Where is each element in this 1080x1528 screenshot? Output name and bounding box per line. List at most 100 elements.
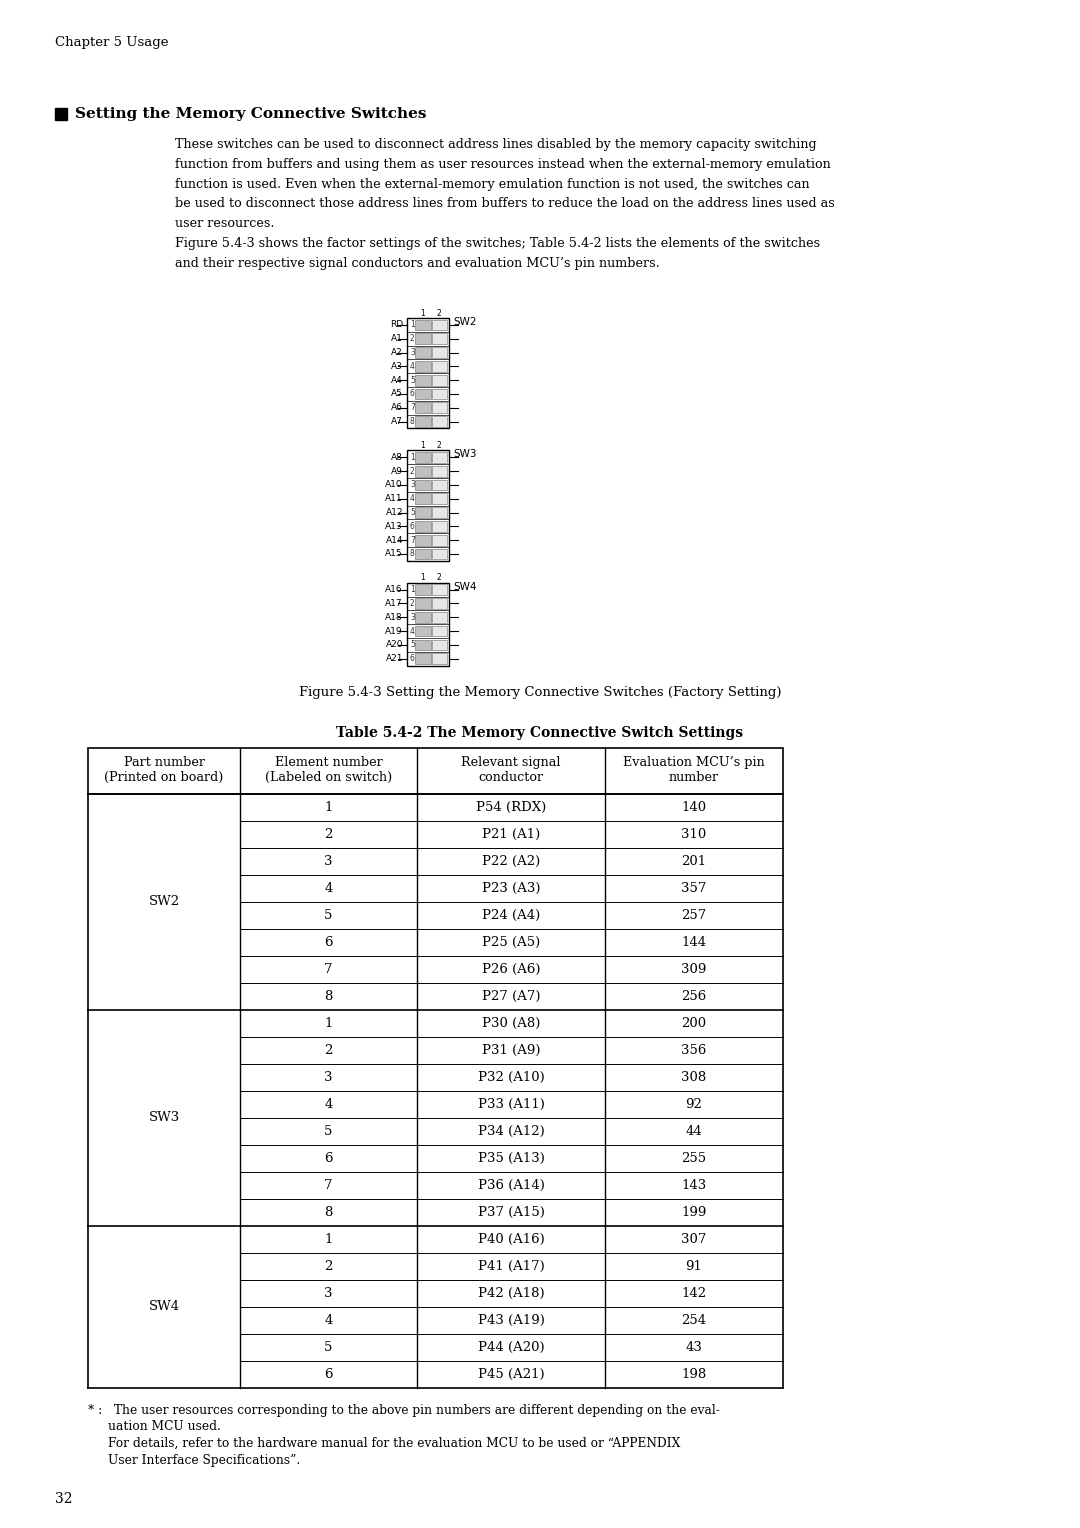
Text: A16: A16 — [386, 585, 403, 594]
Text: 44: 44 — [686, 1125, 702, 1138]
Text: User Interface Specifications”.: User Interface Specifications”. — [108, 1453, 300, 1467]
Bar — [432, 388, 447, 399]
Text: P45 (A21): P45 (A21) — [477, 1368, 544, 1381]
Text: 3: 3 — [410, 480, 415, 489]
Bar — [407, 582, 449, 666]
Text: 5: 5 — [324, 1340, 333, 1354]
Text: number: number — [669, 770, 719, 784]
Text: 357: 357 — [681, 882, 706, 894]
Text: 255: 255 — [681, 1152, 706, 1164]
Bar — [87, 747, 783, 793]
Text: 201: 201 — [681, 854, 706, 868]
Bar — [415, 347, 431, 358]
Text: SW2: SW2 — [453, 316, 476, 327]
Text: P42 (A18): P42 (A18) — [477, 1287, 544, 1300]
Text: 91: 91 — [686, 1259, 702, 1273]
Bar — [415, 549, 431, 559]
Text: (Labeled on switch): (Labeled on switch) — [265, 770, 392, 784]
Text: 3: 3 — [324, 1287, 333, 1300]
Text: 254: 254 — [681, 1314, 706, 1326]
Text: 6: 6 — [410, 521, 415, 530]
Text: P32 (A10): P32 (A10) — [477, 1071, 544, 1083]
Text: be used to disconnect those address lines from buffers to reduce the load on the: be used to disconnect those address line… — [175, 197, 835, 211]
Text: A14: A14 — [386, 536, 403, 544]
Text: 1: 1 — [324, 801, 333, 813]
Text: 7: 7 — [324, 963, 333, 975]
Text: Evaluation MCU’s pin: Evaluation MCU’s pin — [623, 756, 765, 769]
Text: 43: 43 — [686, 1340, 702, 1354]
Text: 199: 199 — [681, 1206, 706, 1219]
Text: P33 (A11): P33 (A11) — [477, 1097, 544, 1111]
Text: These switches can be used to disconnect address lines disabled by the memory ca: These switches can be used to disconnect… — [175, 138, 816, 151]
Text: A21: A21 — [386, 654, 403, 663]
Text: Figure 5.4-3 Setting the Memory Connective Switches (Factory Setting): Figure 5.4-3 Setting the Memory Connecti… — [299, 686, 781, 698]
Text: 6: 6 — [324, 935, 333, 949]
Text: 6: 6 — [324, 1368, 333, 1381]
Text: 4: 4 — [410, 626, 415, 636]
Text: P21 (A1): P21 (A1) — [482, 828, 540, 840]
Bar — [415, 361, 431, 371]
Text: Element number: Element number — [274, 756, 382, 769]
Text: conductor: conductor — [478, 770, 543, 784]
Text: 198: 198 — [681, 1368, 706, 1381]
Text: 309: 309 — [681, 963, 706, 975]
Text: 2: 2 — [324, 1044, 333, 1056]
Text: Figure 5.4-3 shows the factor settings of the switches; Table 5.4-2 lists the el: Figure 5.4-3 shows the factor settings o… — [175, 237, 820, 251]
Bar — [432, 319, 447, 330]
Text: 5: 5 — [410, 640, 415, 649]
Bar — [87, 793, 783, 1010]
Text: 6: 6 — [410, 390, 415, 399]
Bar — [415, 654, 431, 665]
Text: 7: 7 — [410, 403, 415, 413]
Text: 6: 6 — [324, 1152, 333, 1164]
Bar — [415, 388, 431, 399]
Text: 8: 8 — [410, 417, 415, 426]
Bar — [432, 597, 447, 608]
Text: P41 (A17): P41 (A17) — [477, 1259, 544, 1273]
Text: 5: 5 — [410, 376, 415, 385]
Text: uation MCU used.: uation MCU used. — [108, 1420, 221, 1433]
Text: P37 (A15): P37 (A15) — [477, 1206, 544, 1219]
Text: function from buffers and using them as user resources instead when the external: function from buffers and using them as … — [175, 157, 831, 171]
Text: 2: 2 — [410, 599, 415, 608]
Bar — [407, 318, 449, 428]
Text: For details, refer to the hardware manual for the evaluation MCU to be used or “: For details, refer to the hardware manua… — [108, 1436, 680, 1450]
Text: 5: 5 — [324, 1125, 333, 1138]
Text: SW3: SW3 — [148, 1111, 179, 1125]
Text: 1: 1 — [324, 1016, 333, 1030]
Text: 2: 2 — [437, 442, 442, 449]
Text: P23 (A3): P23 (A3) — [482, 882, 540, 894]
Text: 257: 257 — [681, 909, 706, 921]
Text: A17: A17 — [386, 599, 403, 608]
Text: 1: 1 — [420, 573, 426, 582]
Bar — [415, 494, 431, 504]
Text: 4: 4 — [324, 882, 333, 894]
Text: P31 (A9): P31 (A9) — [482, 1044, 540, 1056]
Bar — [432, 402, 447, 413]
Bar — [432, 521, 447, 532]
Text: 1: 1 — [410, 585, 415, 594]
Bar — [432, 494, 447, 504]
Bar — [432, 416, 447, 426]
Text: 2: 2 — [324, 1259, 333, 1273]
Text: 8: 8 — [324, 1206, 333, 1219]
Text: 310: 310 — [681, 828, 706, 840]
Text: Setting the Memory Connective Switches: Setting the Memory Connective Switches — [75, 107, 427, 121]
Text: function is used. Even when the external-memory emulation function is not used, : function is used. Even when the external… — [175, 177, 810, 191]
Text: Relevant signal: Relevant signal — [461, 756, 561, 769]
Text: * :   The user resources corresponding to the above pin numbers are different de: * : The user resources corresponding to … — [87, 1404, 720, 1416]
Bar — [415, 402, 431, 413]
Text: user resources.: user resources. — [175, 217, 274, 231]
Bar — [432, 374, 447, 385]
Text: P43 (A19): P43 (A19) — [477, 1314, 544, 1326]
Text: 3: 3 — [324, 854, 333, 868]
Text: 256: 256 — [681, 990, 706, 1002]
Text: P26 (A6): P26 (A6) — [482, 963, 540, 975]
Text: SW4: SW4 — [453, 582, 476, 591]
Text: 4: 4 — [410, 362, 415, 371]
Bar — [415, 319, 431, 330]
Text: RD: RD — [390, 321, 403, 330]
Text: 142: 142 — [681, 1287, 706, 1300]
Text: 356: 356 — [681, 1044, 706, 1056]
Text: P22 (A2): P22 (A2) — [482, 854, 540, 868]
